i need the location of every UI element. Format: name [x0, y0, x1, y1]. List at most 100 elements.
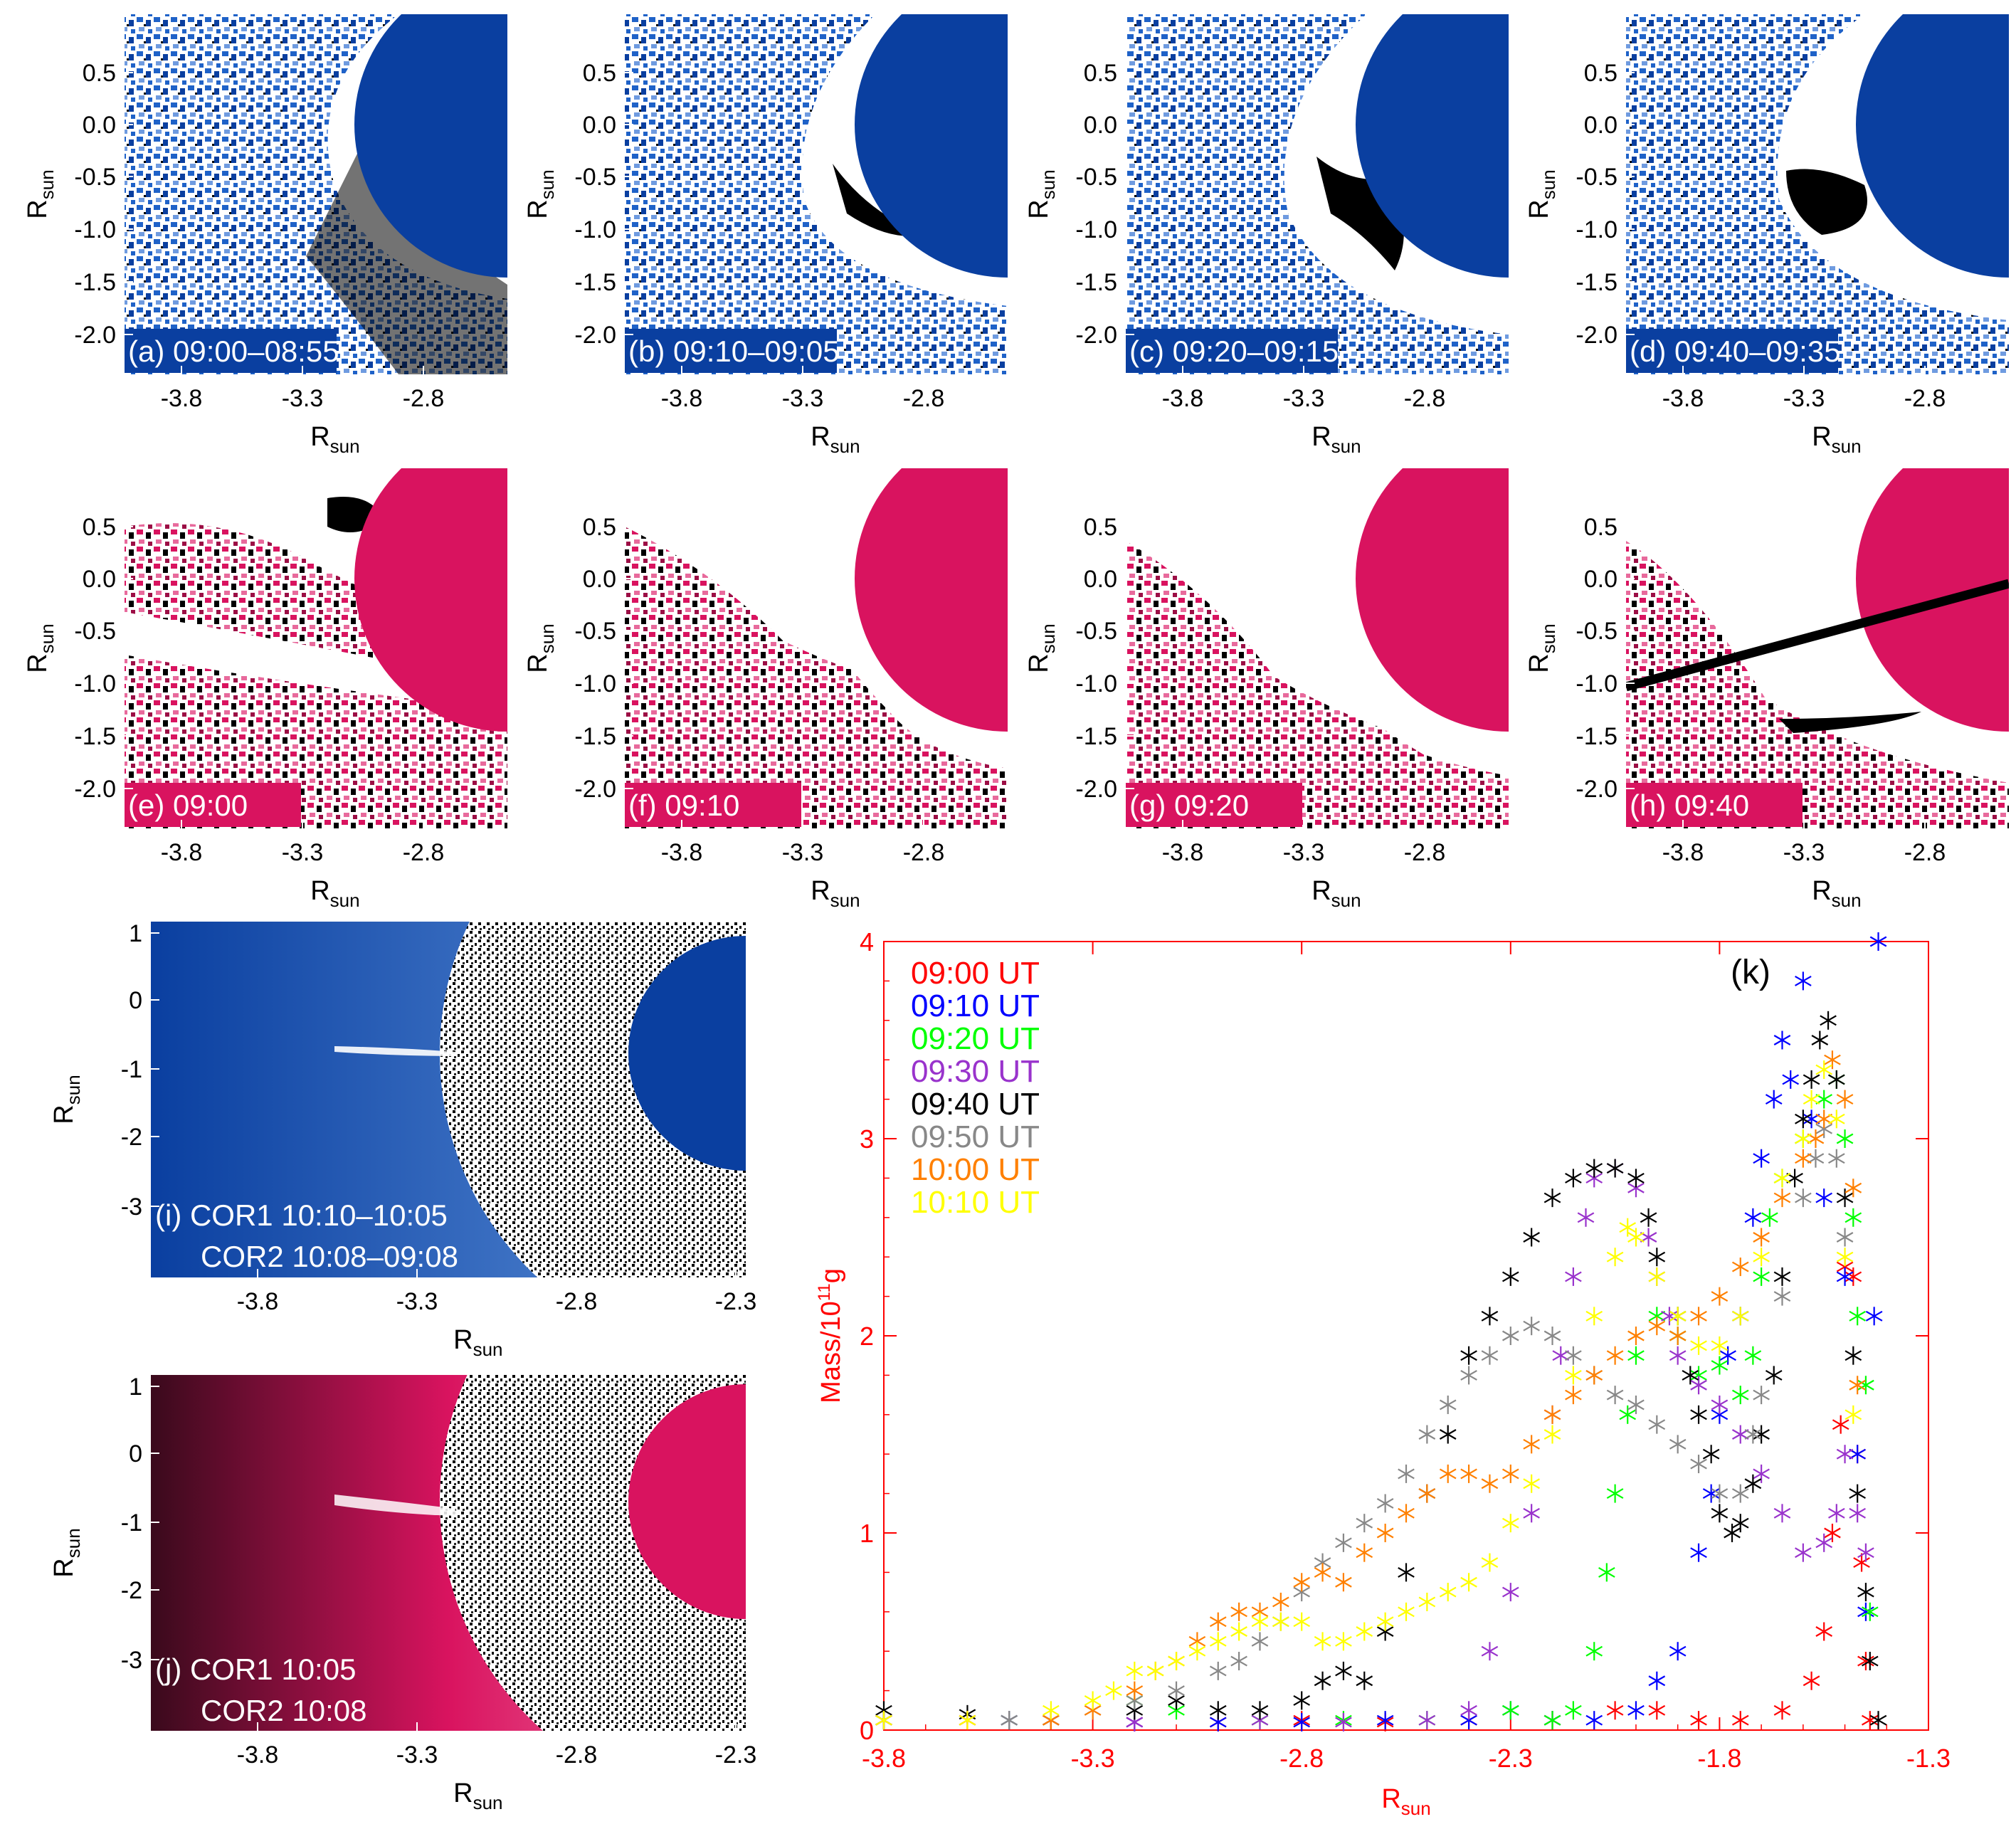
panel-f-ytick-label: 0.5 [583, 514, 616, 541]
data-point [1481, 1642, 1499, 1661]
data-point [1251, 1612, 1269, 1631]
plot-ytick-label: 4 [860, 927, 874, 956]
panel-f-yaxis-label: Rsun [523, 623, 558, 673]
data-point [1565, 1386, 1582, 1405]
panel-d-ytick-label: -2.0 [1576, 322, 1617, 349]
panel-j-yaxis-label: Rsun [49, 1528, 84, 1577]
panel-f-yaxis-label-base: R [523, 653, 553, 673]
panel-f-xaxis-label-base: R [811, 876, 830, 906]
data-point [1815, 1090, 1833, 1109]
data-point [1460, 1701, 1477, 1720]
data-point [1690, 1376, 1707, 1395]
data-point [1861, 1602, 1879, 1621]
data-point [1230, 1652, 1247, 1671]
data-point [1209, 1612, 1227, 1631]
data-point [1619, 1405, 1637, 1424]
occulter-disk [354, 468, 507, 732]
data-point [1272, 1592, 1289, 1611]
panel-d-xaxis-label-base: R [1812, 422, 1831, 452]
panel-e-ytick-label: -0.5 [74, 618, 116, 645]
panel-h-xtick-label: -3.8 [1662, 839, 1704, 866]
panel-j-xtick-label: -3.8 [237, 1741, 279, 1769]
data-point [1627, 1346, 1645, 1365]
data-point [1690, 1307, 1707, 1326]
data-point [1803, 1109, 1820, 1129]
data-point [1690, 1336, 1707, 1355]
panel-f-ytick-label: -1.5 [574, 723, 616, 750]
data-point [1230, 1622, 1247, 1641]
data-point [1832, 1415, 1849, 1434]
plot-xtick-label: -1.8 [1697, 1744, 1741, 1773]
panel-c-ytick-label: -1.5 [1075, 269, 1117, 296]
panel-b-xtick-label: -3.3 [782, 385, 824, 412]
panel-f-xaxis-label: Rsun [811, 876, 860, 911]
data-point [1523, 1228, 1540, 1247]
panel-b [625, 14, 1008, 374]
panel-d-ytick-label: 0.5 [1584, 60, 1617, 87]
data-point [1648, 1267, 1666, 1286]
data-point [1803, 1090, 1820, 1109]
plot-ytick-label: 3 [860, 1124, 874, 1154]
data-point [1293, 1612, 1311, 1631]
data-point [1398, 1602, 1415, 1621]
data-point [1669, 1346, 1687, 1365]
panel-f-ytick-label: -0.5 [574, 618, 616, 645]
panel-f-yaxis-label-sub: sun [537, 623, 558, 653]
data-point [1690, 1711, 1707, 1730]
panel-i-label-2: COR2 10:08–09:08 [201, 1240, 458, 1273]
data-point [1753, 1248, 1770, 1267]
data-point [1376, 1612, 1394, 1631]
panel-e-xtick-label: -3.3 [282, 839, 324, 866]
panel-a [125, 14, 507, 374]
data-point [1209, 1661, 1227, 1680]
data-point [1773, 1188, 1791, 1208]
panel-k-label: (k) [1731, 954, 1770, 991]
panel-i-xaxis-label: Rsun [453, 1325, 502, 1360]
data-point [1043, 1701, 1060, 1720]
data-point [1711, 1484, 1729, 1503]
data-point [1293, 1691, 1311, 1710]
panel-a-ytick-label: -0.5 [74, 164, 116, 191]
data-point [1168, 1652, 1185, 1671]
panel-d-yaxis-label-sub: sun [1538, 169, 1559, 199]
data-point [1795, 971, 1812, 991]
panel-f-ytick-label: 0.0 [583, 566, 616, 593]
panel-g-xaxis-label: Rsun [1312, 876, 1361, 911]
panel-a-xaxis-label-sub: sun [330, 436, 360, 457]
legend-entry: 09:20 UT [911, 1021, 1040, 1056]
panel-e-ytick-label: 0.5 [83, 514, 116, 541]
panel-b-xtick-label: -2.8 [903, 385, 945, 412]
data-point [1640, 1208, 1657, 1227]
panel-b-xaxis-label-sub: sun [830, 436, 860, 457]
panel-c-label: (c) 09:20–09:15 [1129, 334, 1339, 368]
panel-h-ytick-label: 0.5 [1584, 514, 1617, 541]
data-point [1418, 1425, 1436, 1444]
data-point [1648, 1248, 1666, 1267]
data-point [1711, 1395, 1729, 1414]
panel-f-xtick-label: -3.3 [782, 839, 824, 866]
panel-i-ytick-label: 1 [129, 920, 142, 947]
data-point [1648, 1317, 1666, 1336]
data-point [1786, 1169, 1803, 1188]
data-point [1773, 1504, 1791, 1523]
panel-h-ytick-label: -0.5 [1576, 618, 1617, 645]
legend-entry: 09:40 UT [911, 1087, 1040, 1122]
plot-y-axis-label-sup: 11 [815, 1283, 834, 1301]
data-point [1744, 1208, 1762, 1227]
data-point [1849, 1445, 1866, 1464]
data-point [1828, 1070, 1845, 1089]
occulter-disk [855, 468, 1008, 732]
panel-h-ytick-label: -2.0 [1576, 776, 1617, 803]
data-point [1398, 1563, 1415, 1582]
data-point [1669, 1642, 1687, 1661]
panel-i-ytick-label: -1 [121, 1056, 142, 1083]
data-point [1731, 1386, 1749, 1405]
data-point [1849, 1504, 1866, 1523]
data-point [1669, 1327, 1687, 1345]
panel-g-xaxis-label-sub: sun [1331, 890, 1361, 911]
panel-j-xtick-label: -3.3 [396, 1741, 438, 1769]
data-point [1753, 1267, 1770, 1286]
panel-d-ytick-label: -1.5 [1576, 269, 1617, 296]
data-point [1251, 1632, 1269, 1651]
